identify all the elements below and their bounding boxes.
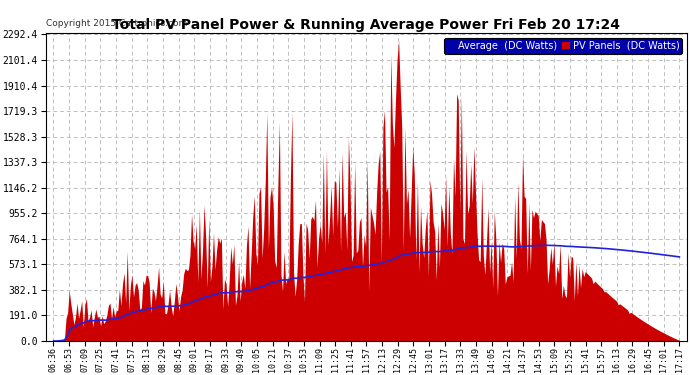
Text: Copyright 2015 Cartronics.com: Copyright 2015 Cartronics.com [46, 19, 187, 28]
Title: Total PV Panel Power & Running Average Power Fri Feb 20 17:24: Total PV Panel Power & Running Average P… [112, 18, 620, 32]
Legend: Average  (DC Watts), PV Panels  (DC Watts): Average (DC Watts), PV Panels (DC Watts) [444, 38, 682, 54]
